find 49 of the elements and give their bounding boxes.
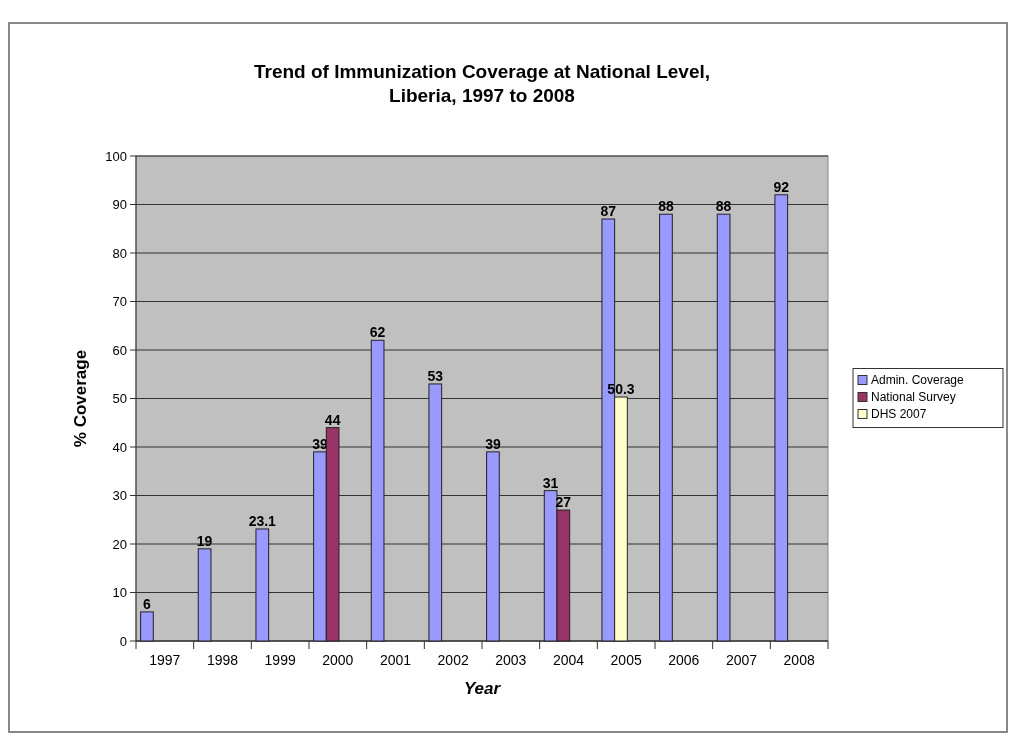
y-tick-label: 60 <box>112 342 127 358</box>
x-tick-label: 2006 <box>668 652 700 668</box>
legend-label: DHS 2007 <box>871 406 927 421</box>
bar <box>140 611 154 642</box>
x-tick-label: 2003 <box>495 652 527 668</box>
data-label: 92 <box>773 178 790 195</box>
x-tick-label: 2002 <box>437 652 469 668</box>
y-tick-label: 20 <box>112 536 127 552</box>
data-label: 62 <box>369 324 386 341</box>
x-tick-label: 1997 <box>149 652 181 668</box>
legend-label: National Survey <box>871 389 956 404</box>
y-tick-label: 40 <box>112 439 127 455</box>
y-tick-label: 0 <box>119 633 127 649</box>
y-tick-label: 50 <box>112 391 127 407</box>
y-tick-label: 100 <box>105 148 127 164</box>
data-label: 44 <box>324 411 341 428</box>
y-tick-label: 30 <box>112 488 127 504</box>
x-tick-label: 2005 <box>610 652 642 668</box>
x-tick-label: 2007 <box>725 652 758 668</box>
x-axis-title: Year <box>463 679 502 698</box>
bar <box>255 528 270 642</box>
bar <box>774 194 789 642</box>
data-label: 39 <box>485 435 501 452</box>
data-label: 53 <box>427 367 444 384</box>
x-tick-label: 2000 <box>322 652 354 668</box>
x-tick-label: 2008 <box>783 652 815 668</box>
data-label: 23.1 <box>248 512 277 529</box>
bar <box>370 339 385 642</box>
bar <box>716 213 731 642</box>
legend-label: Admin. Coverage <box>871 372 965 387</box>
y-tick-label: 80 <box>112 245 127 261</box>
bar <box>659 213 673 642</box>
chart-title: Trend of Immunization Coverage at National Level, Liberia, 1997 to 2008 <box>253 61 711 106</box>
data-label: 87 <box>600 203 617 220</box>
data-label: 27 <box>555 494 572 511</box>
x-tick-label: 1998 <box>206 652 239 668</box>
y-tick-label: 70 <box>112 294 127 310</box>
y-axis-title: % Coverage <box>71 349 90 448</box>
data-label: 19 <box>196 532 213 549</box>
y-tick-label: 10 <box>112 585 127 601</box>
bar <box>486 451 500 642</box>
bar <box>428 383 443 642</box>
x-tick-label: 2004 <box>552 652 585 668</box>
data-label: 6 <box>143 595 152 612</box>
data-label: 31 <box>542 474 559 491</box>
bar <box>197 548 212 642</box>
x-tick-label: 2001 <box>379 652 412 668</box>
y-tick-label: 90 <box>112 197 127 213</box>
x-tick-label: 1999 <box>264 652 296 668</box>
